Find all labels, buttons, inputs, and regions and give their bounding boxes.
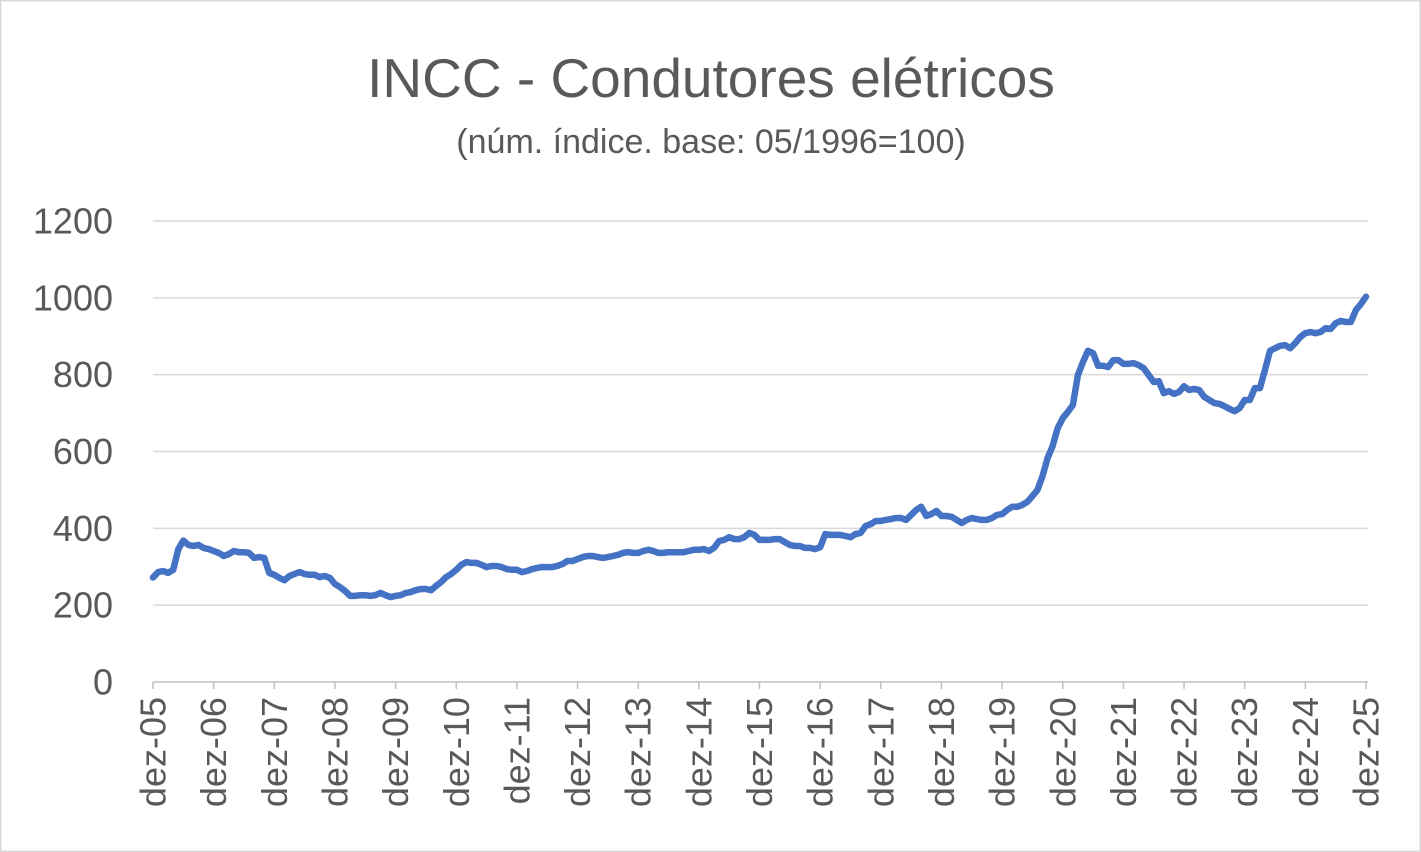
x-tick-label: dez-15 <box>739 697 780 807</box>
x-tick-label: dez-19 <box>982 697 1023 807</box>
chart-title: INCC - Condutores elétricos <box>367 47 1055 109</box>
x-tick-label: dez-18 <box>921 697 962 807</box>
y-tick-label: 600 <box>53 431 113 472</box>
x-tick-label: dez-05 <box>133 697 174 807</box>
plot-series <box>149 293 1370 601</box>
x-tick-label: dez-20 <box>1042 697 1083 807</box>
x-tick-label: dez-21 <box>1103 697 1144 807</box>
x-tick-label: dez-09 <box>375 697 416 807</box>
x-tick-label: dez-12 <box>557 697 598 807</box>
x-tick-label: dez-24 <box>1285 697 1326 807</box>
y-tick-label: 1200 <box>33 201 113 242</box>
series-line <box>149 293 1370 601</box>
y-tick-label: 400 <box>53 508 113 549</box>
x-tick-label: dez-17 <box>860 697 901 807</box>
x-tick-label: dez-11 <box>496 697 537 804</box>
x-tick-label: dez-23 <box>1224 697 1265 807</box>
y-tick-label: 0 <box>93 662 113 703</box>
y-axis-labels: 0 200 400 600 800 1000 1200 <box>33 201 113 703</box>
y-tick-label: 800 <box>53 354 113 395</box>
x-tick-label: dez-13 <box>618 697 659 807</box>
x-axis-labels: dez-05 dez-06 dez-07 dez-08 dez-09 dez-10 dez-… <box>133 697 1387 807</box>
x-tick-label: dez-16 <box>800 697 841 807</box>
x-tick-label: dez-25 <box>1346 697 1387 807</box>
y-tick-label: 200 <box>53 585 113 626</box>
x-axis <box>152 681 1368 689</box>
x-tick-label: dez-08 <box>314 697 355 807</box>
y-tick-label: 1000 <box>33 277 113 318</box>
x-tick-label: dez-06 <box>193 697 234 807</box>
x-tick-label: dez-22 <box>1164 697 1205 807</box>
x-tick-label: dez-10 <box>436 697 477 807</box>
x-tick-label: dez-14 <box>678 697 719 807</box>
chart-subtitle: (núm. índice. base: 05/1996=100) <box>456 123 965 161</box>
x-tick-label: dez-07 <box>254 697 295 807</box>
gridlines <box>153 220 1368 606</box>
